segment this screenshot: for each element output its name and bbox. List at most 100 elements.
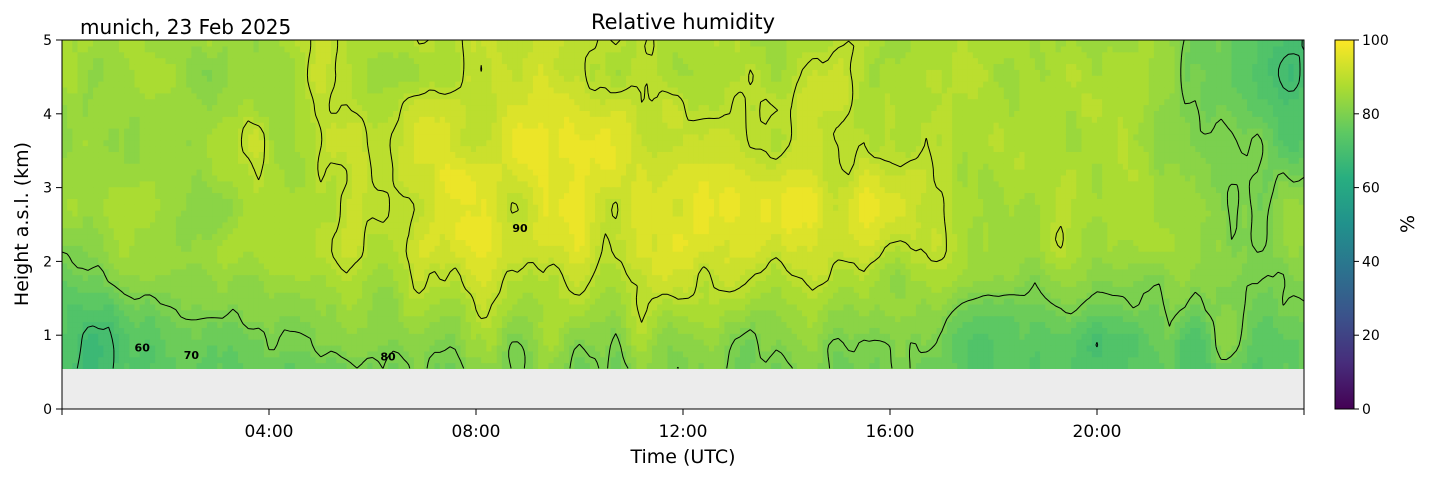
heatmap-cell (118, 280, 125, 287)
heatmap-cell (258, 274, 265, 282)
heatmap-cell (175, 362, 182, 370)
heatmap-cell (853, 245, 860, 252)
heatmap-cell (1262, 315, 1269, 323)
heatmap-cell (434, 251, 441, 258)
heatmap-cell (1040, 333, 1046, 340)
heatmap-cell (522, 292, 529, 299)
heatmap-cell (217, 251, 224, 258)
heatmap-cell (1029, 309, 1036, 317)
heatmap-cell (1091, 251, 1098, 258)
heatmap-cell (843, 315, 850, 323)
heatmap-cell (1283, 339, 1290, 346)
heatmap-cell (372, 298, 379, 305)
heatmap-cell (165, 292, 172, 299)
heatmap-cell (807, 315, 813, 323)
heatmap-cell (274, 327, 280, 334)
heatmap-cell (563, 303, 570, 311)
heatmap-cell (890, 321, 896, 328)
heatmap-cell (517, 321, 524, 328)
heatmap-cell (1112, 256, 1119, 264)
heatmap-cell (657, 339, 663, 346)
heatmap-cell (755, 315, 762, 323)
heatmap-cell (1195, 256, 1202, 264)
heatmap-cell (1298, 251, 1304, 258)
heatmap-cell (993, 339, 1000, 346)
heatmap-cell (926, 339, 932, 346)
heatmap-cell (853, 303, 860, 311)
heatmap-cell (745, 321, 751, 328)
heatmap-cell (812, 274, 819, 282)
heatmap-cell (962, 321, 969, 328)
heatmap-cell (429, 274, 436, 282)
heatmap-cell (739, 274, 746, 282)
heatmap-cell (274, 280, 280, 287)
heatmap-cell (108, 362, 115, 370)
heatmap-cell (745, 333, 751, 340)
heatmap-cell (734, 298, 741, 305)
heatmap-cell (1138, 339, 1145, 346)
heatmap-cell (289, 256, 296, 264)
heatmap-cell (662, 303, 669, 311)
heatmap-cell (967, 350, 974, 358)
heatmap-cell (331, 286, 337, 293)
heatmap-cell (864, 251, 870, 258)
heatmap-cell (921, 321, 927, 328)
heatmap-cell (677, 362, 684, 370)
heatmap-cell (833, 303, 839, 311)
heatmap-cell (574, 286, 581, 293)
heatmap-cell (1221, 280, 1227, 287)
heatmap-cell (450, 350, 456, 358)
heatmap-cell (398, 303, 405, 311)
heatmap-cell (817, 292, 824, 299)
heatmap-cell (864, 327, 870, 334)
heatmap-cell (470, 362, 477, 370)
heatmap-cell (579, 344, 586, 352)
heatmap-cell (1272, 356, 1279, 364)
heatmap-cell (946, 362, 953, 370)
heatmap-cell (501, 245, 508, 252)
heatmap-cell (424, 321, 431, 328)
heatmap-cell (579, 245, 586, 252)
heatmap-cell (481, 362, 487, 370)
heatmap-cell (708, 280, 715, 287)
heatmap-cell (279, 327, 286, 334)
heatmap-cell (129, 362, 136, 370)
heatmap-cell (253, 251, 260, 258)
heatmap-cell (248, 245, 255, 252)
heatmap-cell (455, 350, 462, 358)
heatmap-cell (962, 262, 969, 270)
heatmap-cell (532, 268, 539, 276)
heatmap-cell (98, 321, 104, 328)
heatmap-cell (1272, 256, 1279, 264)
heatmap-cell (853, 362, 860, 370)
heatmap-cell (149, 303, 156, 311)
heatmap-cell (1288, 298, 1295, 305)
heatmap-cell (817, 245, 824, 252)
heatmap-cell (377, 339, 384, 346)
heatmap-cell (1174, 350, 1181, 358)
heatmap-cell (703, 339, 710, 346)
heatmap-cell (657, 356, 663, 364)
heatmap-cell (569, 303, 575, 311)
heatmap-cell (1014, 356, 1020, 364)
heatmap-cell (253, 344, 260, 352)
heatmap-cell (817, 315, 824, 323)
heatmap-cell (745, 251, 751, 258)
heatmap-cell (346, 298, 353, 305)
heatmap-cell (258, 315, 265, 323)
heatmap-cell (589, 309, 596, 317)
heatmap-cell (646, 321, 653, 328)
heatmap-cell (253, 350, 260, 358)
heatmap-cell (827, 256, 834, 264)
heatmap-cell (936, 321, 943, 328)
heatmap-cell (248, 280, 255, 287)
heatmap-cell (1159, 280, 1165, 287)
heatmap-cell (1133, 262, 1139, 270)
heatmap-cell (1102, 333, 1108, 340)
heatmap-cell (812, 256, 819, 264)
heatmap-cell (781, 315, 788, 323)
heatmap-cell (936, 251, 943, 258)
heatmap-cell (776, 292, 782, 299)
heatmap-cell (651, 280, 658, 287)
heatmap-cell (1267, 268, 1274, 276)
